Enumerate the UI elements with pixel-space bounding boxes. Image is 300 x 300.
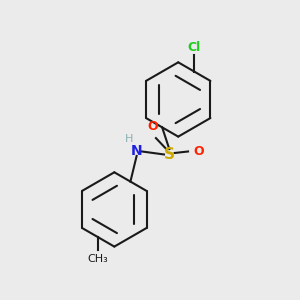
Text: H: H (125, 134, 134, 144)
Text: O: O (193, 145, 204, 158)
Text: N: N (131, 145, 142, 158)
Text: CH₃: CH₃ (88, 254, 109, 264)
Text: Cl: Cl (188, 41, 201, 54)
Text: S: S (164, 147, 175, 162)
Text: O: O (148, 120, 158, 133)
